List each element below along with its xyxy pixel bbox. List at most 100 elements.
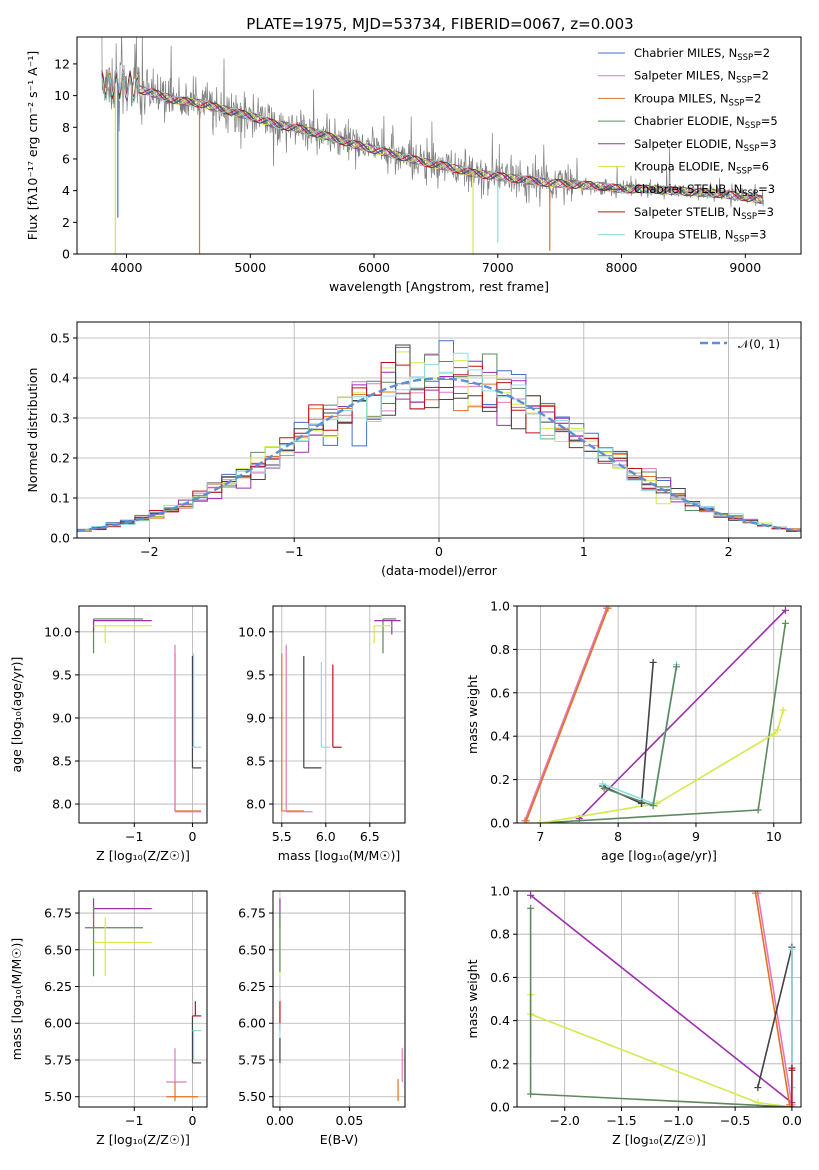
y-tick-label: 10: [54, 88, 70, 103]
spectrum-axes: 4000 5000 6000 7000 8000 9000 0 2 4 6 8 10 12 wavelen…: [25, 51, 761, 294]
errorbar-point: [191, 1015, 202, 1064]
y-tick-label: 8.0: [52, 797, 72, 812]
model-spectrum-chabrier-stelib: [101, 70, 763, 202]
x-tick-label: 0.00: [266, 1113, 294, 1128]
legend-entry: Kroupa MILES, NSSP=2: [634, 91, 761, 108]
y-tick-label: 6.25: [238, 979, 266, 994]
weight-point-marker: [788, 1103, 796, 1107]
errorbar-point: [373, 625, 392, 644]
y-tick-label: 0.8: [490, 642, 510, 657]
y-tick-label: 5.75: [238, 1052, 266, 1067]
mass_vs_Z-points: [84, 898, 202, 1102]
x-tick-label: 1: [580, 544, 588, 559]
y-axis-label: Normed distribution: [25, 368, 40, 493]
y-tick-label: 6.25: [44, 979, 72, 994]
model-spectrum-kroupa-elodie: [101, 69, 763, 203]
legend-sub: SSP: [734, 235, 750, 245]
x-axis-label: Z [log₁₀(Z/Z☉)]: [96, 848, 190, 863]
y-tick-label: 0.0: [490, 1100, 510, 1115]
y-tick-label: 0.2: [490, 772, 510, 787]
legend-entry: Kroupa STELIB, NSSP=3: [634, 228, 766, 245]
legend-entry: Chabrier MILES, NSSP=2: [634, 46, 770, 63]
model-spectrum-chabrier-elodie: [101, 67, 763, 205]
y-tick-label: 0.4: [490, 729, 510, 744]
x-tick-label: 9: [692, 829, 700, 844]
mass_vs_Z-axes: −1 0 5.50 5.75 6.00 6.25 6.50 6.75 Z [log₁₀(Z/Z☉…: [9, 891, 207, 1147]
legend-label: Kroupa STELIB, N: [634, 228, 734, 242]
weight-point-marker: [599, 780, 607, 788]
y-axis-label: mass weight: [465, 959, 480, 1038]
x-tick-label: 6.0: [316, 829, 336, 844]
weight-point-marker: [604, 606, 612, 612]
weight-point-marker: [522, 817, 530, 823]
weight-point-marker: [527, 891, 535, 899]
errorbar-point: [174, 644, 202, 813]
errorbar-point: [84, 905, 143, 977]
y-tick-label: 1.0: [490, 884, 510, 899]
errorbar-point: [192, 653, 202, 748]
y-tick-label: 10.0: [238, 624, 266, 639]
legend-label: Salpeter STELIB, N: [634, 205, 741, 219]
residuals-frame: [76, 321, 802, 539]
y-tick-label: 6.50: [238, 942, 266, 957]
x-tick-label: 5.5: [272, 829, 292, 844]
y-tick-label: 6.75: [238, 906, 266, 921]
x-tick-label: 7000: [482, 260, 514, 275]
legend-sub: SSP: [744, 144, 760, 154]
weight-point-marker: [649, 802, 657, 810]
x-tick-label: −2.0: [550, 1113, 580, 1128]
y-tick-label: 0: [62, 247, 70, 262]
weight-point-marker: [781, 619, 789, 627]
weight-point-marker: [774, 726, 782, 734]
weight-series-line: [524, 607, 608, 822]
legend-label: Kroupa MILES, N: [634, 91, 729, 105]
x-tick-label: 7: [536, 829, 544, 844]
errorbar-point: [192, 1001, 202, 1017]
y-tick-label: 5.75: [44, 1052, 72, 1067]
y-tick-label: 5.50: [238, 1089, 266, 1104]
x-tick-label: 0: [188, 1113, 196, 1128]
weight-point-marker: [754, 806, 762, 814]
y-tick-label: 6.00: [238, 1016, 266, 1031]
legend-label: Chabrier ELODIE, N: [634, 114, 745, 128]
weight-point-marker: [754, 1084, 762, 1092]
y-tick-label: 8.5: [246, 754, 266, 769]
weight-point-marker: [788, 1064, 796, 1072]
y-tick-label: 6: [62, 151, 70, 166]
legend-entry: Kroupa ELODIE, NSSP=6: [634, 160, 769, 177]
x-tick-label: 6.5: [360, 829, 380, 844]
weight-point-marker: [600, 784, 608, 792]
errorbar-point: [93, 917, 152, 977]
x-axis-label: Z [log₁₀(Z/Z☉)]: [612, 1132, 706, 1147]
weight-point-marker: [781, 606, 789, 614]
x-axis-label: wavelength [Angstrom, rest frame]: [329, 279, 549, 294]
age_vs_Z-frame: [78, 605, 208, 824]
weight-series-line: [530, 894, 793, 1104]
weight-point-marker: [788, 945, 796, 953]
mass_vs_EBV-points: [279, 898, 403, 1102]
legend-label: Chabrier STELIB, N: [634, 182, 742, 196]
legend-entry: 𝒩(0, 1): [738, 337, 780, 351]
legend-sub: SSP: [729, 98, 745, 108]
y-tick-label: 0.6: [490, 970, 510, 985]
weight-point-marker: [770, 730, 778, 738]
weight-series-line: [754, 893, 791, 1105]
errorbar-point: [191, 655, 202, 769]
errorbar-point: [285, 644, 313, 813]
x-tick-label: −1: [285, 544, 303, 559]
weight-point-marker: [673, 663, 681, 671]
y-tick-label: 0.2: [490, 1056, 510, 1071]
y-axis-label: age [log₁₀(age/yr)]: [9, 657, 24, 773]
histogram-chabrier-elodie: [77, 353, 801, 532]
x-tick-label: −1.5: [606, 1113, 636, 1128]
legend-sub: SSP: [737, 53, 753, 63]
x-tick-label: −1.0: [663, 1113, 693, 1128]
legend-label: Kroupa ELODIE, N: [634, 160, 736, 174]
legend-sub: SSP: [736, 167, 752, 177]
errorbar-point: [166, 1082, 199, 1102]
x-tick-label: 5000: [234, 260, 266, 275]
y-tick-label: 4: [62, 183, 70, 198]
errorbar-point: [374, 620, 401, 635]
y-tick-label: 9.0: [246, 710, 266, 725]
y-tick-label: 8: [62, 120, 70, 135]
